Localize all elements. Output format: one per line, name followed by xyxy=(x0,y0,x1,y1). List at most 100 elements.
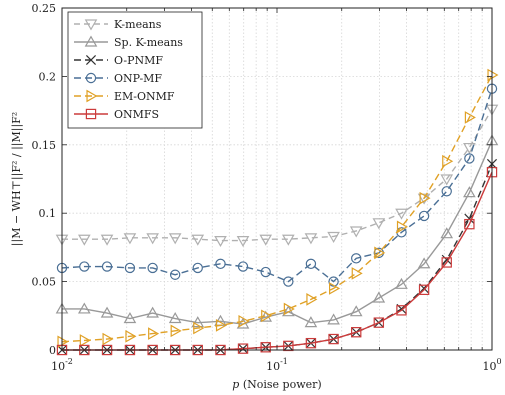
data-point xyxy=(123,312,137,324)
data-point xyxy=(487,68,499,82)
data-point xyxy=(374,246,386,260)
data-point xyxy=(170,324,182,338)
data-point xyxy=(349,305,363,317)
legend-item-onp-mf: ONP-MF xyxy=(74,72,162,85)
legend-label: EM-ONMF xyxy=(114,90,175,103)
data-point xyxy=(260,342,271,353)
x-tick-label: 10-2 xyxy=(51,357,73,373)
legend-label: K-means xyxy=(114,18,162,31)
series-k-means xyxy=(55,104,499,248)
data-point xyxy=(418,284,430,296)
data-point xyxy=(351,327,362,338)
data-point xyxy=(463,186,476,198)
data-point xyxy=(125,329,137,343)
data-point xyxy=(260,266,271,278)
y-tick-label: 0.2 xyxy=(39,70,57,83)
data-point xyxy=(442,154,454,168)
legend-item-sp-k-means: Sp. K-means xyxy=(74,35,183,49)
data-point xyxy=(395,277,408,289)
data-point xyxy=(237,261,249,272)
data-point xyxy=(327,231,340,243)
data-point xyxy=(146,306,159,318)
data-point xyxy=(304,233,318,245)
data-point xyxy=(101,261,113,272)
data-point xyxy=(351,253,362,264)
data-point xyxy=(440,174,454,186)
data-point xyxy=(193,321,205,335)
data-point xyxy=(259,234,273,246)
data-point xyxy=(238,314,250,328)
data-point xyxy=(168,312,182,324)
legend-box xyxy=(67,11,203,129)
data-point xyxy=(282,234,295,246)
x-tick-label: 10-1 xyxy=(266,357,288,373)
data-point xyxy=(102,332,114,346)
data-point xyxy=(373,317,385,328)
legend-item-em-onmf: EM-ONMF xyxy=(74,89,175,103)
series-line xyxy=(62,108,493,242)
y-axis-label-text: ||M − WH⊤||F² / ||M||F² xyxy=(10,112,24,246)
x-tick-label: 100 xyxy=(482,357,501,373)
data-point xyxy=(327,313,340,325)
data-point xyxy=(329,282,341,295)
data-point xyxy=(305,337,317,349)
data-point xyxy=(372,218,386,230)
data-point xyxy=(191,234,205,246)
legend-marker xyxy=(85,54,97,66)
legend-marker xyxy=(84,19,98,31)
data-point xyxy=(351,267,363,280)
legend-marker xyxy=(85,108,97,120)
data-point xyxy=(328,276,339,287)
ticks: 10-2 10-1 100 0 0.05 0.1 0.15 0.2 0.25 xyxy=(32,2,502,373)
y-tick-label: 0.1 xyxy=(39,207,57,220)
data-point xyxy=(146,233,159,245)
data-point xyxy=(464,218,475,230)
data-point xyxy=(147,262,158,274)
y-axis-label: ||M − WH⊤||F² / ||M||F² xyxy=(10,112,24,246)
data-point xyxy=(283,276,294,287)
legend-item-k-means: K-means xyxy=(74,18,162,31)
y-tick-label: 0 xyxy=(49,344,56,357)
data-point xyxy=(464,153,475,164)
legend-marker xyxy=(85,72,97,84)
data-point xyxy=(395,208,408,220)
data-point xyxy=(214,235,227,248)
data-point xyxy=(283,302,295,316)
data-point xyxy=(417,257,431,269)
data-point xyxy=(236,235,250,248)
data-point xyxy=(237,343,249,354)
x-axis-label: p (Noise power) xyxy=(232,378,321,391)
legend-label: O-PNMF xyxy=(114,54,163,67)
data-point xyxy=(191,316,205,328)
series-em-onmf xyxy=(57,68,499,349)
data-point xyxy=(100,306,114,318)
legend-item-onmfs: ONMFS xyxy=(74,108,159,121)
data-point xyxy=(418,210,430,222)
data-point xyxy=(306,293,318,306)
data-point xyxy=(124,262,136,274)
data-point xyxy=(417,193,431,205)
legend-label: Sp. K-means xyxy=(114,36,183,49)
legend: K-means Sp. K-means O-PNMF ONP-MF EM-ONMF ONM… xyxy=(67,11,203,129)
data-point xyxy=(328,333,339,345)
data-point xyxy=(169,269,181,280)
data-point xyxy=(215,258,226,270)
data-point xyxy=(396,305,407,316)
data-point xyxy=(215,319,227,332)
legend-item-o-pnmf: O-PNMF xyxy=(74,54,163,67)
legend-label: ONP-MF xyxy=(114,72,162,85)
y-tick-label: 0.05 xyxy=(32,276,57,289)
data-point xyxy=(192,262,203,274)
data-point xyxy=(304,316,318,328)
data-point xyxy=(100,234,114,246)
data-point xyxy=(464,111,476,124)
data-point xyxy=(79,334,91,347)
legend-marker xyxy=(84,35,98,47)
data-point xyxy=(441,257,452,268)
data-point xyxy=(372,291,386,303)
data-point xyxy=(77,234,91,246)
legend-marker xyxy=(86,89,98,103)
data-point xyxy=(440,227,454,239)
data-point xyxy=(441,186,452,197)
